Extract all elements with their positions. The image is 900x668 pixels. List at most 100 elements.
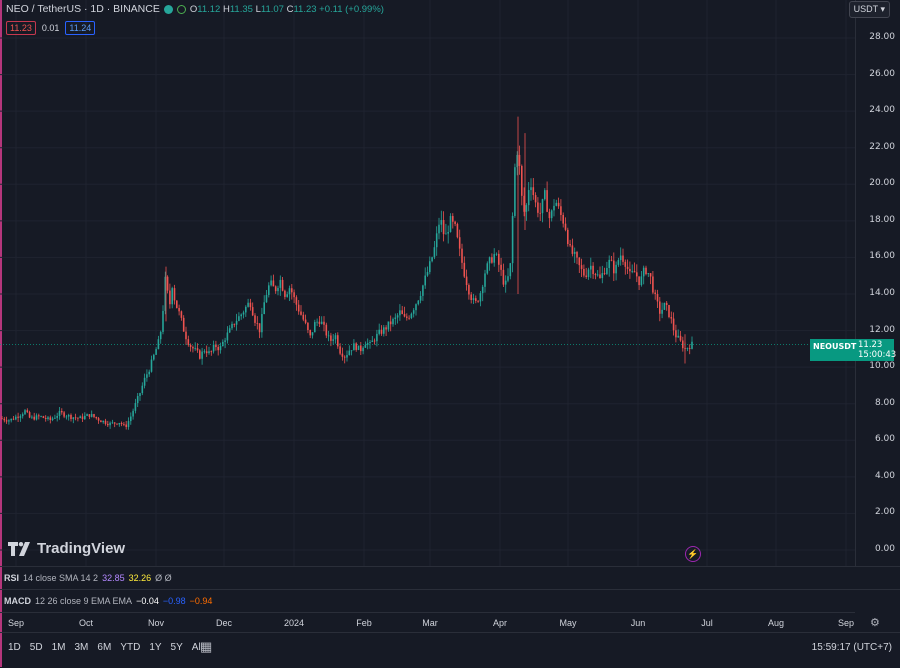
candle (475, 295, 477, 304)
candle (130, 412, 132, 425)
candle (141, 382, 144, 396)
candle (201, 347, 203, 365)
candle (81, 413, 84, 422)
candle (139, 392, 141, 401)
candle (49, 415, 52, 424)
rsi-pane[interactable]: RSI 14 close SMA 14 2 32.85 32.26 Ø Ø (0, 566, 900, 588)
range-button[interactable]: 1D (8, 642, 21, 653)
candlestick-chart[interactable] (0, 0, 855, 566)
candle (642, 265, 645, 285)
range-button[interactable]: 3M (74, 642, 89, 653)
sell-button[interactable]: 11.23 (6, 21, 36, 35)
candle (573, 247, 576, 263)
spread-value: 0.01 (41, 23, 60, 33)
candle (162, 305, 164, 335)
candle (102, 420, 104, 424)
range-button[interactable]: 1Y (149, 642, 162, 653)
candle (21, 412, 24, 419)
candle (544, 188, 546, 201)
tradingview-logo[interactable]: TradingView (8, 540, 125, 557)
time-tick: May (559, 618, 577, 628)
candle (148, 369, 150, 377)
candle (44, 415, 47, 422)
candle (592, 262, 594, 279)
range-button[interactable]: 1M (51, 642, 66, 653)
time-tick: 2024 (283, 618, 305, 628)
bottom-toolbar: 1D 5D 1M 3M 6M YTD 1Y 5Y All ▦ 15:59:17 (UTC+7) (0, 632, 900, 668)
candle (268, 282, 270, 298)
candle (435, 226, 438, 256)
rsi-params: 14 close SMA 14 2 (23, 572, 99, 583)
candle (532, 178, 535, 200)
candle (550, 209, 553, 222)
candle (176, 300, 178, 309)
symbol-title[interactable]: NEO / TetherUS · 1D · BINANCE (6, 3, 160, 15)
candle (686, 347, 689, 352)
candle (19, 414, 22, 422)
range-button[interactable]: 5D (29, 642, 43, 653)
candle (245, 305, 247, 317)
candle (150, 355, 153, 373)
gear-icon[interactable]: ⚙ (870, 617, 880, 629)
clock[interactable]: 15:59:17 (UTC+7) (811, 642, 892, 653)
candle (297, 300, 300, 315)
macd-name: MACD (4, 595, 31, 606)
range-button[interactable]: 5Y (170, 642, 183, 653)
candle (194, 342, 196, 351)
candle (26, 408, 29, 414)
calendar-icon[interactable]: ▦ (200, 639, 213, 654)
price-tick: 18.00 (869, 214, 895, 225)
candle (15, 414, 17, 421)
candle (472, 293, 475, 305)
candle (222, 339, 224, 347)
candle (442, 211, 445, 242)
candle (311, 332, 314, 339)
candle (509, 262, 512, 280)
candle (277, 285, 279, 296)
range-button[interactable]: 6M (97, 642, 112, 653)
candle (691, 336, 693, 350)
candle (286, 291, 288, 298)
macd-pane[interactable]: MACD 12 26 close 9 EMA EMA −0.04 −0.98 −… (0, 589, 900, 611)
candle (383, 324, 385, 337)
candle (169, 283, 171, 309)
time-tick: Oct (78, 618, 94, 628)
candle (410, 312, 413, 320)
time-tick: Apr (492, 618, 508, 628)
range-button[interactable]: All (191, 642, 203, 653)
candle (261, 307, 263, 338)
candle (583, 264, 585, 278)
candle (295, 295, 298, 311)
candle (440, 210, 443, 233)
candle (107, 420, 109, 428)
candle (571, 238, 574, 257)
candle (465, 269, 468, 291)
candle (47, 416, 49, 421)
time-axis[interactable]: Sep Oct Nov Dec 2024 Feb Mar Apr May Jun Jul Aug Sep (0, 612, 855, 633)
range-button[interactable]: YTD (120, 642, 141, 653)
candle (153, 353, 155, 361)
candle (523, 187, 525, 217)
candle (555, 199, 558, 207)
price-chart[interactable] (0, 0, 855, 566)
candle (263, 295, 265, 315)
candle (470, 292, 472, 304)
macd-value: −0.98 (162, 595, 186, 606)
candle (284, 289, 286, 300)
candle (357, 345, 360, 351)
lightning-icon[interactable]: ⚡ (685, 546, 701, 562)
candle (109, 421, 111, 429)
price-axis[interactable]: 28.00 26.00 24.00 22.00 20.00 18.00 16.00 14.00… (855, 0, 900, 566)
candle (123, 421, 125, 427)
candle (525, 203, 528, 221)
candle (569, 239, 571, 248)
price-tag-countdown: 15:00:43 (858, 350, 897, 360)
candle (88, 414, 91, 420)
buy-button[interactable]: 11.24 (65, 21, 96, 35)
price-tick: 28.00 (869, 32, 895, 42)
currency-select[interactable]: USDT ▾ (848, 1, 890, 18)
candle (498, 250, 500, 272)
candle (42, 415, 45, 419)
candle (309, 329, 311, 339)
